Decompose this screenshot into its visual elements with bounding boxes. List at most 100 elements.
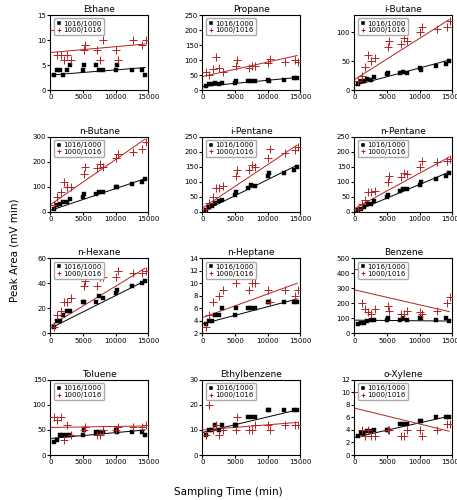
Point [67, 182, 74, 190]
Point [281, 76, 288, 84]
Legend: 1016/1000, 1000/1016: 1016/1000, 1000/1016 [54, 262, 104, 278]
Point [291, 56, 298, 64]
Point [54, 192, 61, 200]
Point [202, 82, 209, 90]
Point [443, 156, 450, 164]
Point [113, 154, 120, 162]
Point [354, 432, 361, 440]
Point [54, 416, 61, 424]
Point [114, 56, 121, 64]
Point [354, 320, 361, 328]
Point [361, 319, 368, 327]
Point [56, 66, 64, 74]
Point [248, 77, 255, 85]
Point [63, 66, 70, 74]
Point [57, 188, 64, 196]
Point [368, 57, 375, 65]
Point [294, 421, 302, 429]
Point [385, 172, 393, 179]
Point [63, 431, 70, 439]
Title: Toluene: Toluene [82, 370, 117, 379]
Point [417, 426, 424, 434]
Point [64, 182, 71, 190]
Point [443, 420, 450, 428]
Point [232, 62, 239, 70]
Point [397, 186, 404, 194]
Point [244, 414, 252, 422]
Point [418, 22, 425, 30]
Point [294, 143, 302, 151]
Point [357, 204, 365, 212]
Text: Sampling Time (min): Sampling Time (min) [174, 487, 283, 497]
Point [212, 198, 219, 206]
Point [213, 53, 220, 61]
Title: Ethane: Ethane [83, 5, 115, 14]
Point [404, 170, 411, 178]
Point [114, 150, 121, 158]
Point [433, 158, 441, 166]
Point [60, 298, 68, 306]
Point [446, 168, 453, 176]
Point [96, 292, 103, 300]
Point [206, 198, 213, 206]
Point [141, 71, 149, 79]
Point [251, 182, 258, 190]
Point [128, 428, 136, 436]
Legend: 1016/1000, 1000/1016: 1016/1000, 1000/1016 [206, 18, 256, 36]
Point [209, 298, 217, 306]
Point [100, 273, 107, 281]
Point [400, 68, 407, 76]
Point [252, 62, 259, 70]
Point [358, 300, 365, 308]
Point [205, 203, 213, 211]
Point [218, 421, 226, 429]
Point [432, 174, 440, 182]
Title: n-Heptane: n-Heptane [228, 248, 275, 258]
Point [81, 162, 89, 170]
Point [128, 180, 136, 188]
Point [384, 302, 391, 310]
Point [400, 432, 408, 440]
Point [400, 185, 407, 193]
Point [50, 323, 57, 331]
Point [93, 282, 101, 290]
Point [99, 428, 106, 436]
Point [433, 426, 441, 434]
Point [383, 316, 391, 324]
Point [266, 298, 273, 306]
Point [294, 286, 302, 294]
Point [252, 162, 259, 170]
Point [114, 424, 121, 432]
Point [416, 314, 423, 322]
Point [355, 78, 362, 86]
Title: i-Butane: i-Butane [384, 5, 422, 14]
Point [212, 310, 219, 318]
Point [139, 424, 146, 432]
Point [205, 80, 213, 88]
Point [142, 421, 149, 429]
Point [355, 388, 362, 396]
Point [129, 148, 136, 156]
Point [370, 74, 377, 82]
Point [357, 429, 365, 437]
Text: Peak Area (mV min): Peak Area (mV min) [9, 198, 19, 302]
Point [358, 72, 365, 80]
Point [67, 56, 74, 64]
Point [400, 34, 408, 42]
Point [142, 138, 149, 145]
Point [371, 306, 378, 314]
Point [202, 206, 209, 214]
Point [113, 273, 120, 281]
Legend: 1016/1000, 1000/1016: 1016/1000, 1000/1016 [206, 384, 256, 400]
Point [234, 267, 241, 275]
Point [53, 66, 60, 74]
Point [215, 197, 222, 205]
Point [442, 414, 450, 422]
Point [364, 318, 371, 326]
Point [139, 270, 146, 278]
Point [234, 56, 241, 64]
Point [80, 426, 88, 434]
Point [142, 36, 149, 44]
Point [245, 426, 252, 434]
Point [51, 414, 58, 422]
